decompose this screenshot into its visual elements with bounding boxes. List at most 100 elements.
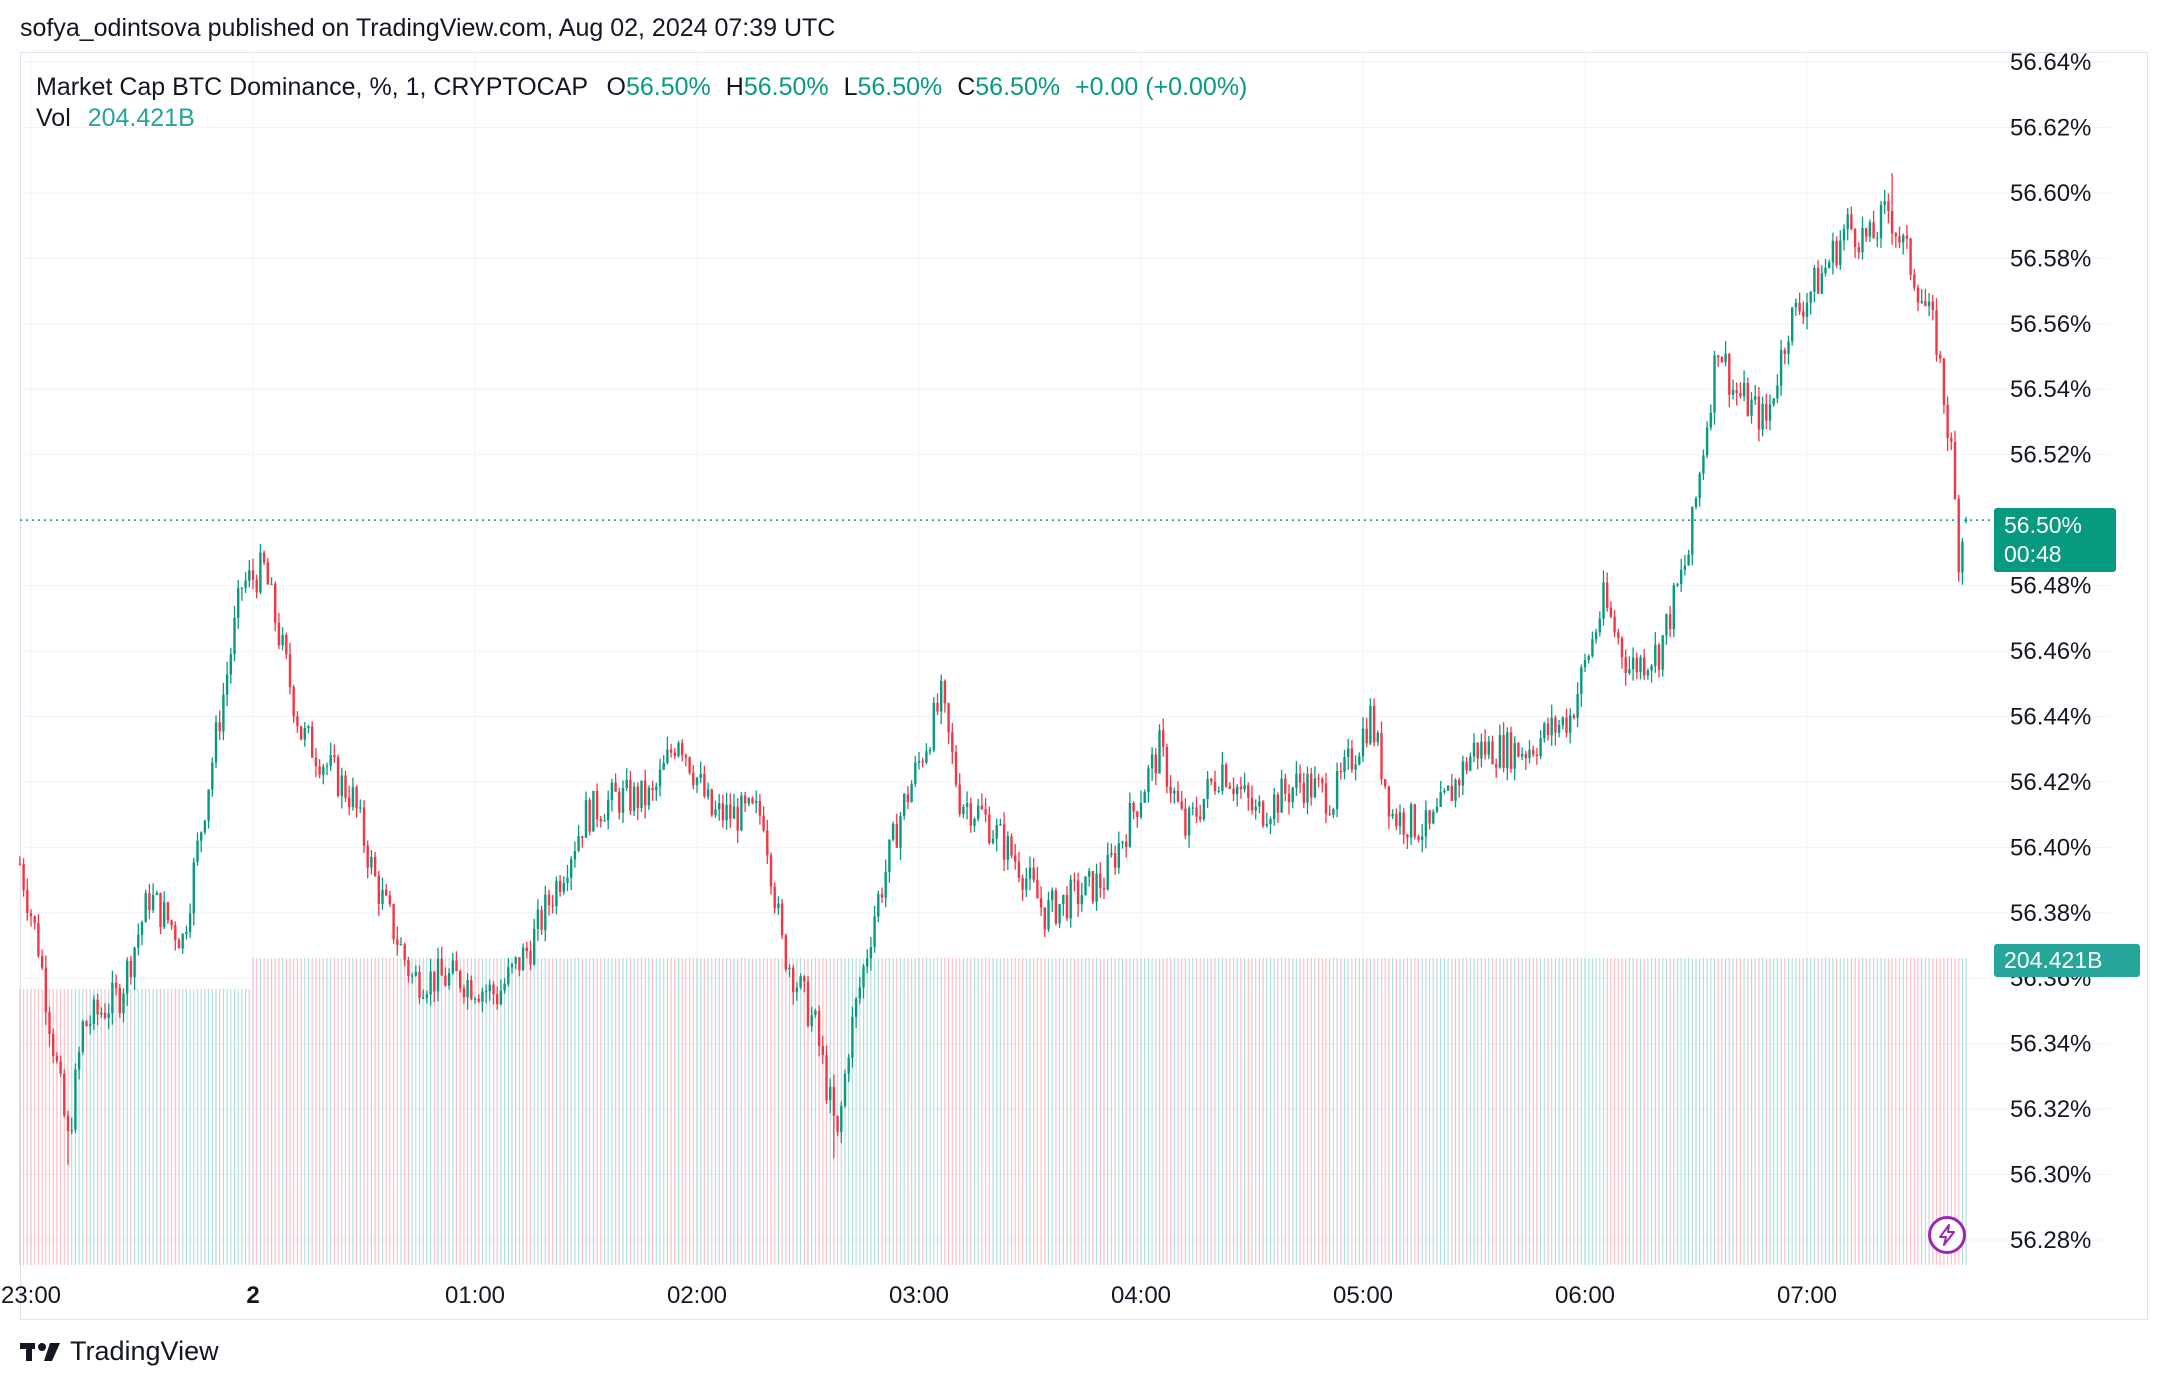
candle-body (318, 766, 321, 775)
candle-body (96, 999, 99, 1015)
candle-body (973, 818, 976, 826)
candle-body (862, 966, 865, 988)
candle-body (1639, 657, 1642, 673)
candle-body (185, 931, 188, 935)
candle-body (1791, 307, 1794, 342)
candle-body (244, 580, 247, 588)
candle-body (1228, 786, 1231, 789)
candle-body (251, 570, 255, 580)
candle-body (740, 795, 743, 831)
price-chart[interactable]: 56.64% 56.62% 56.60% 56.58% 56.56% 56.54% 56.5… (0, 0, 2168, 1320)
tradingview-logo-icon (20, 1342, 60, 1361)
candle-body (514, 957, 517, 964)
candle-body (1498, 735, 1502, 768)
candle-body (1406, 834, 1409, 838)
candle-body (1569, 715, 1572, 733)
candle-body (459, 971, 462, 989)
candle-body (392, 904, 395, 940)
candle-body (1350, 748, 1354, 770)
candle-body (1820, 273, 1823, 294)
candle-body (1150, 754, 1154, 769)
candle-body (540, 909, 543, 930)
volume-badge: 204.421B (1994, 944, 2140, 977)
candle-body (1698, 473, 1701, 499)
y-tick-label: 56.44% (2010, 703, 2091, 730)
candle-body (1043, 907, 1046, 930)
candle-body (1931, 301, 1934, 311)
candle-body (181, 934, 184, 949)
candle-body (1058, 904, 1061, 924)
tradingview-wordmark: TradingView (70, 1336, 219, 1366)
candle-body (521, 947, 525, 971)
candle-body (1132, 803, 1135, 812)
candle-body (1750, 399, 1753, 416)
candle-body (1165, 746, 1169, 787)
candle-body (1809, 291, 1812, 303)
candle-body (381, 889, 384, 904)
candle-body (70, 1129, 73, 1132)
candle-body (1369, 705, 1372, 744)
candle-body (928, 749, 932, 752)
candle-body (203, 820, 207, 833)
candle-body (373, 856, 377, 876)
candle-body (1014, 855, 1017, 862)
candle-body (662, 762, 665, 770)
candle-body (399, 944, 403, 946)
candle-body (1805, 302, 1809, 317)
candle-body (1458, 780, 1461, 786)
volume-label[interactable]: Vol (36, 104, 71, 132)
candle-body (114, 982, 118, 989)
candle-body (103, 1012, 107, 1019)
candle-body (466, 980, 469, 998)
lightning-button[interactable] (1928, 1216, 1966, 1254)
candle-body (1332, 809, 1335, 815)
candle-body (1728, 353, 1731, 395)
candle-body (640, 780, 643, 809)
candle-body (618, 791, 621, 813)
lightning-icon (1939, 1224, 1955, 1246)
symbol-title[interactable]: Market Cap BTC Dominance, %, 1, CRYPTOCA… (36, 73, 588, 101)
candle-body (869, 947, 873, 959)
candle-body (533, 928, 536, 965)
candle-body (1876, 237, 1879, 239)
candle-body (137, 934, 140, 948)
tradingview-branding[interactable]: TradingView (20, 1336, 219, 1367)
y-tick-label: 56.40% (2010, 834, 2091, 861)
candle-body (1088, 871, 1091, 877)
candle-body (969, 803, 972, 826)
candle-body (1495, 764, 1498, 768)
candle-body (858, 987, 861, 999)
candle-body (880, 893, 884, 898)
candle-body (847, 1057, 850, 1074)
candle-body (1953, 441, 1957, 499)
candle-body (1302, 782, 1305, 803)
candle-body (240, 587, 244, 589)
candle-body (1572, 715, 1576, 718)
candle-body (755, 801, 758, 803)
candle-body (906, 794, 910, 803)
candle-body (122, 993, 125, 1014)
candle-body (965, 803, 969, 807)
candle-body (396, 939, 399, 945)
candle-body (854, 998, 858, 1017)
chart-frame[interactable] (20, 52, 2148, 1320)
candle-body (1047, 900, 1050, 930)
candle-body (1084, 876, 1087, 896)
candle-body (840, 1105, 843, 1132)
candle-body (510, 963, 514, 968)
candle-body (999, 824, 1002, 826)
candle-body (1169, 786, 1172, 794)
candle-body (714, 809, 717, 816)
candle-body (899, 815, 902, 848)
volume-value: 204.421B (87, 104, 195, 132)
candle-body (1191, 807, 1194, 809)
candle-body (1106, 854, 1109, 890)
candle-body (895, 824, 898, 848)
candle-body (792, 967, 795, 993)
candle-body (1032, 867, 1035, 880)
candle-body (1813, 268, 1816, 292)
candle-body (440, 958, 443, 976)
candle-body (1550, 717, 1553, 736)
candle-body (758, 801, 762, 816)
candle-body (1687, 554, 1690, 566)
